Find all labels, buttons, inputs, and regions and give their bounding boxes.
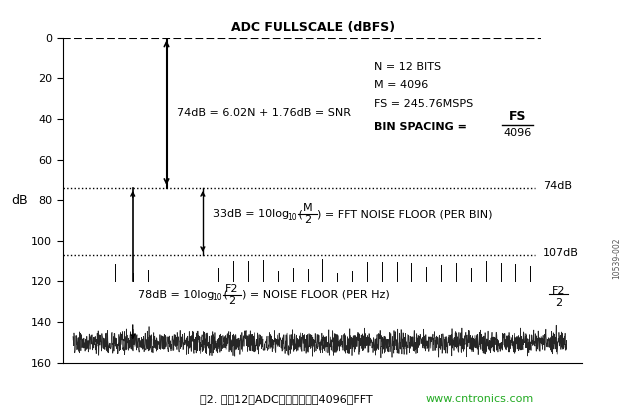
Text: ) = NOISE FLOOR (PER Hz): ) = NOISE FLOOR (PER Hz): [242, 290, 389, 300]
Y-axis label: dB: dB: [12, 193, 28, 207]
Text: 33dB = 10log: 33dB = 10log: [213, 209, 289, 219]
Text: ADC FULLSCALE (dBFS): ADC FULLSCALE (dBFS): [231, 21, 395, 34]
Text: (: (: [295, 209, 303, 219]
Text: 107dB: 107dB: [543, 248, 579, 258]
Text: 2: 2: [555, 298, 562, 308]
Text: 74dB: 74dB: [543, 181, 572, 191]
Text: 2: 2: [304, 216, 311, 226]
Text: F2: F2: [552, 286, 565, 296]
Text: 10539-002: 10539-002: [612, 238, 621, 279]
Text: 74dB = 6.02N + 1.76dB = SNR: 74dB = 6.02N + 1.76dB = SNR: [177, 108, 351, 118]
Text: F2: F2: [225, 284, 239, 294]
Text: 10: 10: [212, 293, 222, 302]
Text: 10: 10: [287, 213, 297, 222]
Text: 图2. 理想12位ADC的噪底，使用4096点FFT: 图2. 理想12位ADC的噪底，使用4096点FFT: [200, 394, 373, 404]
Text: 2: 2: [228, 296, 235, 306]
Text: ) = FFT NOISE FLOOR (PER BIN): ) = FFT NOISE FLOOR (PER BIN): [317, 209, 493, 219]
Text: M: M: [302, 203, 312, 213]
Text: 4096: 4096: [503, 128, 531, 138]
Text: M = 4096: M = 4096: [374, 80, 429, 90]
Text: FS = 245.76MSPS: FS = 245.76MSPS: [374, 98, 474, 108]
Text: www.cntronics.com: www.cntronics.com: [426, 394, 534, 404]
Text: (: (: [220, 290, 227, 300]
Text: FS: FS: [508, 111, 526, 123]
Text: N = 12 BITS: N = 12 BITS: [374, 62, 441, 72]
Text: BIN SPACING =: BIN SPACING =: [374, 122, 471, 132]
Text: 78dB = 10log: 78dB = 10log: [138, 290, 214, 300]
